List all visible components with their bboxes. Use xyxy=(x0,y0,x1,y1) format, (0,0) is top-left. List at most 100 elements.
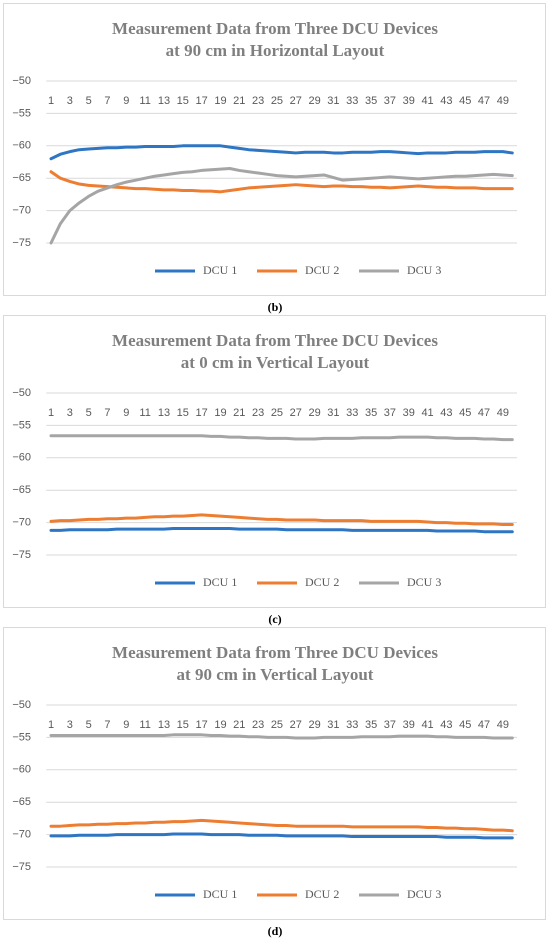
x-tick-label: 41 xyxy=(421,719,433,731)
series-line xyxy=(49,434,514,442)
legend-label: DCU 3 xyxy=(407,887,441,901)
x-tick-label: 1 xyxy=(48,95,54,107)
legend-label: DCU 2 xyxy=(305,263,339,277)
legend-label: DCU 3 xyxy=(407,575,441,589)
y-tick-label: −75 xyxy=(12,237,31,249)
x-tick-label: 15 xyxy=(177,719,189,731)
x-tick-label: 37 xyxy=(384,407,396,419)
chart-title: at 0 cm in Vertical Layout xyxy=(181,353,370,372)
series-line xyxy=(49,832,514,840)
y-tick-label: −50 xyxy=(12,387,31,399)
x-tick-label: 25 xyxy=(271,719,283,731)
y-tick-label: −65 xyxy=(12,484,31,496)
x-tick-label: 3 xyxy=(67,719,73,731)
x-tick-label: 7 xyxy=(104,719,110,731)
legend-label: DCU 1 xyxy=(203,575,237,589)
x-tick-label: 27 xyxy=(290,95,302,107)
x-tick-label: 7 xyxy=(104,95,110,107)
y-tick-label: −75 xyxy=(12,549,31,561)
x-tick-label: 19 xyxy=(214,95,226,107)
figure-caption: (d) xyxy=(268,924,283,938)
series-line xyxy=(49,144,514,161)
chart-title: Measurement Data from Three DCU Devices xyxy=(112,19,438,38)
chart-title: at 90 cm in Vertical Layout xyxy=(177,665,374,684)
x-tick-label: 13 xyxy=(158,95,170,107)
x-tick-label: 19 xyxy=(214,719,226,731)
x-tick-label: 45 xyxy=(459,719,471,731)
y-tick-label: −70 xyxy=(12,205,31,217)
x-tick-label: 33 xyxy=(346,407,358,419)
y-tick-label: −65 xyxy=(12,172,31,184)
x-tick-label: 49 xyxy=(497,407,509,419)
x-tick-label: 35 xyxy=(365,407,377,419)
x-tick-label: 17 xyxy=(196,407,208,419)
y-tick-label: −65 xyxy=(12,796,31,808)
x-tick-label: 43 xyxy=(440,719,452,731)
x-tick-label: 9 xyxy=(123,719,129,731)
x-tick-label: 23 xyxy=(252,719,264,731)
x-tick-label: 1 xyxy=(48,407,54,419)
x-tick-label: 27 xyxy=(290,719,302,731)
x-tick-label: 49 xyxy=(497,719,509,731)
x-tick-label: 13 xyxy=(158,407,170,419)
series-line xyxy=(49,733,514,740)
x-tick-label: 39 xyxy=(403,719,415,731)
y-tick-label: −55 xyxy=(12,731,31,743)
x-tick-label: 13 xyxy=(158,719,170,731)
x-tick-label: 31 xyxy=(327,719,339,731)
x-tick-label: 31 xyxy=(327,407,339,419)
y-tick-label: −70 xyxy=(12,517,31,529)
x-tick-label: 9 xyxy=(123,95,129,107)
x-tick-label: 23 xyxy=(252,95,264,107)
x-tick-label: 15 xyxy=(177,407,189,419)
x-tick-label: 41 xyxy=(421,95,433,107)
x-tick-label: 3 xyxy=(67,95,73,107)
x-tick-label: 47 xyxy=(478,407,490,419)
y-tick-label: −60 xyxy=(12,140,31,152)
y-tick-label: −60 xyxy=(12,764,31,776)
x-tick-label: 21 xyxy=(233,719,245,731)
x-tick-label: 9 xyxy=(123,407,129,419)
x-tick-label: 41 xyxy=(421,407,433,419)
x-tick-label: 49 xyxy=(497,95,509,107)
figure-caption: (c) xyxy=(268,612,281,626)
legend-label: DCU 1 xyxy=(203,263,237,277)
x-tick-label: 35 xyxy=(365,95,377,107)
x-tick-label: 43 xyxy=(440,95,452,107)
x-tick-label: 23 xyxy=(252,407,264,419)
x-tick-label: 45 xyxy=(459,407,471,419)
y-tick-label: −50 xyxy=(12,699,31,711)
x-tick-label: 39 xyxy=(403,407,415,419)
chart-panel xyxy=(3,627,546,920)
chart-panel xyxy=(3,315,546,608)
x-tick-label: 21 xyxy=(233,95,245,107)
x-tick-label: 35 xyxy=(365,719,377,731)
x-tick-label: 11 xyxy=(139,407,150,419)
x-tick-label: 31 xyxy=(327,95,339,107)
x-tick-label: 17 xyxy=(196,719,208,731)
x-tick-label: 5 xyxy=(86,95,92,107)
x-tick-label: 37 xyxy=(384,719,396,731)
y-tick-label: −75 xyxy=(12,861,31,873)
chart-title: at 90 cm in Horizontal Layout xyxy=(166,41,385,60)
series-line xyxy=(49,513,514,527)
x-tick-label: 25 xyxy=(271,95,283,107)
x-tick-label: 45 xyxy=(459,95,471,107)
x-tick-label: 3 xyxy=(67,407,73,419)
chart-title: Measurement Data from Three DCU Devices xyxy=(112,331,438,350)
x-tick-label: 19 xyxy=(214,407,226,419)
y-tick-label: −60 xyxy=(12,452,31,464)
legend-label: DCU 3 xyxy=(407,263,441,277)
x-tick-label: 11 xyxy=(139,719,150,731)
x-tick-label: 29 xyxy=(308,407,320,419)
x-tick-label: 29 xyxy=(308,719,320,731)
x-tick-label: 39 xyxy=(403,95,415,107)
figure-caption: (b) xyxy=(268,300,283,314)
series-line xyxy=(49,818,514,833)
x-tick-label: 21 xyxy=(233,407,245,419)
series-line xyxy=(49,166,514,245)
x-tick-label: 33 xyxy=(346,719,358,731)
x-tick-label: 37 xyxy=(384,95,396,107)
x-tick-label: 27 xyxy=(290,407,302,419)
